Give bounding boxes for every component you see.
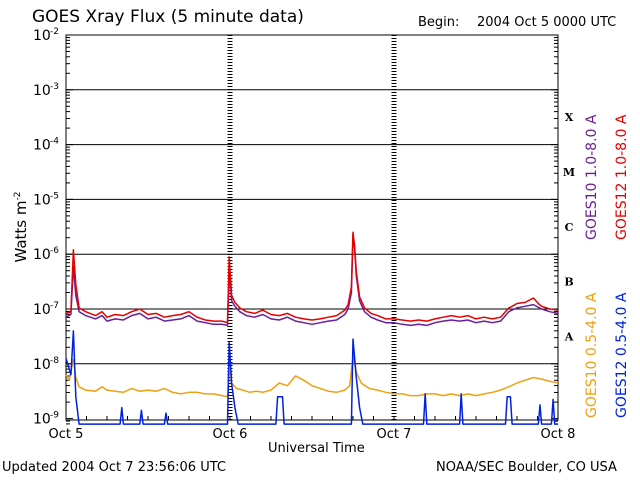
y-tick-labels: 10-210-310-410-510-610-710-810-9 bbox=[33, 27, 59, 428]
y-axis-title-exponent: -2 bbox=[13, 191, 23, 201]
flare-class-b: B bbox=[564, 276, 573, 289]
x-tick-label: Oct 5 bbox=[49, 427, 84, 442]
x-tick-label: Oct 6 bbox=[213, 427, 248, 442]
flare-class-labels: X M C B A bbox=[563, 111, 575, 343]
series-line-2 bbox=[65, 354, 559, 398]
series-line-3 bbox=[65, 330, 558, 425]
y-tick-label-base: 10 bbox=[33, 138, 51, 154]
flare-class-x: X bbox=[565, 111, 574, 124]
y-tick-label-exponent: -4 bbox=[50, 137, 59, 147]
y-tick-label-base: 10 bbox=[33, 83, 51, 99]
y-tick-label-exponent: -8 bbox=[50, 356, 59, 366]
y-tick-label-base: 10 bbox=[33, 357, 51, 373]
begin-label: Begin: bbox=[418, 15, 460, 30]
legend-entry-0: GOES10 1.0-8.0 A bbox=[584, 114, 600, 240]
y-tick-label-exponent: -7 bbox=[50, 301, 59, 311]
updated-timestamp: Updated 2004 Oct 7 23:56:06 UTC bbox=[2, 460, 226, 475]
x-tick-label: Oct 7 bbox=[377, 427, 412, 442]
legend-entry-2: GOES10 0.5-4.0 A bbox=[584, 292, 600, 418]
plot-area bbox=[65, 34, 559, 421]
axis-ticks bbox=[65, 35, 559, 425]
flare-class-a: A bbox=[564, 330, 574, 343]
credit-text: NOAA/SEC Boulder, CO USA bbox=[436, 460, 617, 475]
legend-entry-3: GOES12 0.5-4.0 A bbox=[614, 292, 630, 418]
legend-entry-1: GOES12 1.0-8.0 A bbox=[614, 114, 630, 240]
begin-value: 2004 Oct 5 0000 UTC bbox=[477, 15, 617, 30]
legend: GOES10 1.0-8.0 A GOES12 1.0-8.0 A GOES10 0… bbox=[584, 114, 630, 418]
y-axis-title-text: Watts m bbox=[12, 200, 30, 263]
flare-class-m: M bbox=[563, 166, 575, 179]
y-tick-label-exponent: -5 bbox=[50, 191, 59, 201]
x-tick-labels: Oct 5 Oct 6 Oct 7 Oct 8 bbox=[49, 427, 576, 442]
x-axis-title: Universal Time bbox=[268, 441, 365, 456]
x-tick-label: Oct 8 bbox=[541, 427, 576, 442]
y-tick-label-exponent: -6 bbox=[50, 246, 59, 256]
y-tick-label-base: 10 bbox=[33, 302, 51, 318]
chart-title: GOES Xray Flux (5 minute data) bbox=[32, 7, 304, 27]
data-series bbox=[65, 231, 559, 425]
flare-class-c: C bbox=[565, 221, 574, 234]
y-tick-label-exponent: -9 bbox=[50, 411, 59, 421]
y-axis-title: Watts m-2 bbox=[12, 172, 30, 282]
y-tick-label-exponent: -3 bbox=[50, 82, 59, 92]
grid-lines bbox=[66, 89, 558, 365]
y-tick-label-base: 10 bbox=[33, 28, 51, 44]
series-line-0 bbox=[65, 234, 559, 327]
y-tick-label-base: 10 bbox=[33, 192, 51, 208]
y-tick-label-base: 10 bbox=[33, 247, 51, 263]
series-line-1 bbox=[65, 231, 559, 324]
y-tick-label-exponent: -2 bbox=[50, 27, 59, 37]
y-tick-label-base: 10 bbox=[33, 412, 51, 428]
